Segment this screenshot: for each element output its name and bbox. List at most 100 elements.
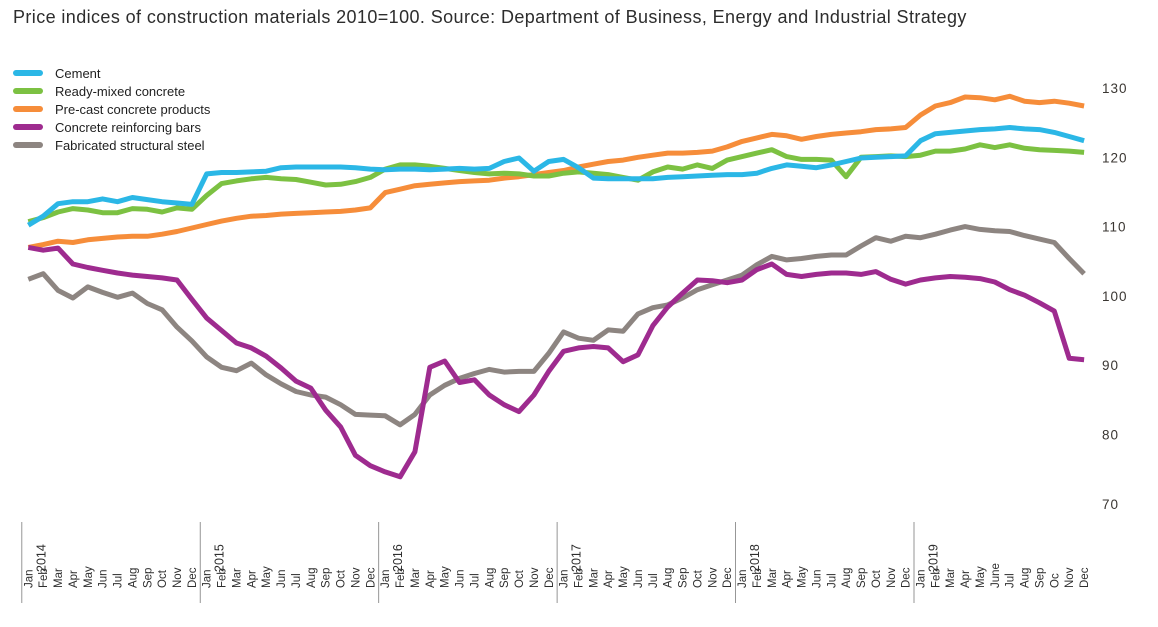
x-tick-2019-Feb: Feb: [930, 568, 942, 588]
y-tick-100: 100: [1102, 289, 1128, 304]
x-tick-2019-Aug: Aug: [1020, 568, 1032, 588]
x-tick-2016-Mar: Mar: [410, 568, 422, 588]
x-tick-2014-Jan: Jan: [23, 569, 35, 588]
x-tick-2017-Feb: Feb: [573, 568, 585, 588]
legend-swatch-pre-cast-concrete-products: [13, 106, 43, 112]
x-tick-2016-May: May: [440, 566, 452, 588]
x-tick-2014-Aug: Aug: [127, 568, 139, 588]
legend-label-ready-mixed-concrete: Ready-mixed concrete: [55, 83, 186, 99]
line-fabricated-structural-steel: [27, 224, 1086, 428]
x-tick-2017-Dec: Dec: [722, 567, 734, 588]
x-tick-2018-Apr: Apr: [782, 570, 794, 588]
x-tick-2016-Aug: Aug: [484, 568, 496, 588]
x-tick-2014-Feb: Feb: [38, 568, 50, 588]
x-tick-2017-May: May: [618, 566, 630, 588]
x-tick-2016-Jan: Jan: [380, 569, 392, 588]
x-tick-2015-May: May: [261, 566, 273, 588]
x-tick-2018-Jun: Jun: [811, 569, 823, 588]
x-tick-2019-Sep: Sep: [1034, 568, 1046, 588]
x-tick-2016-Nov: Nov: [529, 567, 541, 588]
x-tick-2016-Sep: Sep: [499, 568, 511, 588]
line-concrete-reinforcing-bars: [27, 244, 1085, 480]
x-tick-2015-Aug: Aug: [306, 568, 318, 588]
x-tick-2018-Mar: Mar: [767, 568, 779, 588]
y-tick-130: 130: [1102, 81, 1128, 96]
legend-label-concrete-reinforcing-bars: Concrete reinforcing bars: [55, 119, 201, 135]
x-tick-2014-Mar: Mar: [53, 568, 65, 588]
x-tick-2015-Mar: Mar: [231, 568, 243, 588]
x-tick-2019-Nov: Nov: [1064, 567, 1076, 588]
x-tick-2015-Nov: Nov: [350, 567, 362, 588]
year-label-2018: 2018: [748, 544, 762, 572]
x-tick-2016-Apr: Apr: [425, 570, 437, 588]
x-tick-2018-Jul: Jul: [826, 573, 838, 588]
x-tick-2016-Dec: Dec: [544, 567, 556, 588]
legend-swatch-cement: [13, 70, 43, 76]
x-tick-2014-May: May: [83, 566, 95, 588]
line-cement: [27, 125, 1085, 228]
x-tick-2015-Sep: Sep: [321, 568, 333, 588]
year-label-2015: 2015: [213, 544, 227, 572]
x-tick-2019-Dec: Dec: [1079, 567, 1091, 588]
year-label-2016: 2016: [391, 544, 405, 572]
y-tick-90: 90: [1102, 358, 1119, 373]
year-label-2019: 2019: [927, 544, 941, 572]
x-tick-2014-Oct: Oct: [157, 569, 169, 588]
x-tick-2017-Jan: Jan: [559, 569, 571, 588]
x-tick-2016-Feb: Feb: [395, 568, 407, 588]
legend-item-fabricated-structural-steel: Fabricated structural steel: [13, 136, 210, 154]
x-tick-2015-Jul: Jul: [291, 573, 303, 588]
y-tick-80: 80: [1102, 428, 1119, 443]
x-tick-2018-Dec: Dec: [901, 567, 913, 588]
x-tick-2018-May: May: [797, 566, 809, 588]
x-tick-2017-Nov: Nov: [707, 567, 719, 588]
x-tick-2018-Nov: Nov: [886, 567, 898, 588]
x-tick-2018-Feb: Feb: [752, 568, 764, 588]
x-tick-2017-Sep: Sep: [678, 568, 690, 588]
x-tick-2019-May: May: [975, 566, 987, 588]
x-tick-2018-Oct: Oct: [871, 569, 883, 588]
line-ready-mixed-concrete: [27, 142, 1085, 225]
x-tick-2019-Jan: Jan: [916, 569, 928, 588]
x-tick-2016-Oct: Oct: [514, 569, 526, 588]
legend-swatch-fabricated-structural-steel: [13, 142, 43, 148]
line-pre-cast-concrete-products: [27, 93, 1085, 250]
year-label-2017: 2017: [570, 544, 584, 572]
x-tick-2019-Mar: Mar: [945, 568, 957, 588]
legend-label-cement: Cement: [55, 65, 101, 81]
x-tick-2017-Apr: Apr: [603, 570, 615, 588]
x-tick-2017-Jun: Jun: [633, 569, 645, 588]
y-tick-110: 110: [1102, 220, 1127, 235]
x-tick-2014-Nov: Nov: [172, 567, 184, 588]
x-tick-2017-Jul: Jul: [648, 573, 660, 588]
x-tick-2014-Dec: Dec: [187, 567, 199, 588]
legend-item-pre-cast-concrete-products: Pre-cast concrete products: [13, 100, 210, 118]
x-tick-2019-June: June: [990, 563, 1002, 588]
x-tick-2018-Sep: Sep: [856, 568, 868, 588]
x-tick-2019-Jul: Jul: [1005, 573, 1017, 588]
legend-swatch-concrete-reinforcing-bars: [13, 124, 43, 130]
legend-item-concrete-reinforcing-bars: Concrete reinforcing bars: [13, 118, 210, 136]
legend-item-ready-mixed-concrete: Ready-mixed concrete: [13, 82, 210, 100]
x-tick-2014-Sep: Sep: [142, 568, 154, 588]
x-tick-2017-Mar: Mar: [588, 568, 600, 588]
y-tick-120: 120: [1102, 150, 1128, 165]
x-tick-2015-Jan: Jan: [202, 569, 214, 588]
legend-swatch-ready-mixed-concrete: [13, 88, 43, 94]
year-label-2014: 2014: [34, 544, 48, 572]
x-tick-2014-Apr: Apr: [68, 570, 80, 588]
x-tick-2015-Feb: Feb: [217, 568, 229, 588]
chart-legend: Cement Ready-mixed concrete Pre-cast concr…: [13, 64, 210, 154]
chart-title: Price indices of construction materials …: [13, 7, 967, 27]
legend-label-fabricated-structural-steel: Fabricated structural steel: [55, 137, 205, 153]
legend-label-pre-cast-concrete-products: Pre-cast concrete products: [55, 101, 211, 117]
x-tick-2019-Apr: Apr: [960, 570, 972, 588]
legend-item-cement: Cement: [13, 64, 210, 82]
x-tick-2014-Jun: Jun: [98, 569, 110, 588]
x-tick-2018-Aug: Aug: [841, 568, 853, 588]
x-tick-2018-Jan: Jan: [737, 569, 749, 588]
x-tick-2015-Jun: Jun: [276, 569, 288, 588]
x-tick-2019-Oc: Oc: [1049, 573, 1061, 588]
